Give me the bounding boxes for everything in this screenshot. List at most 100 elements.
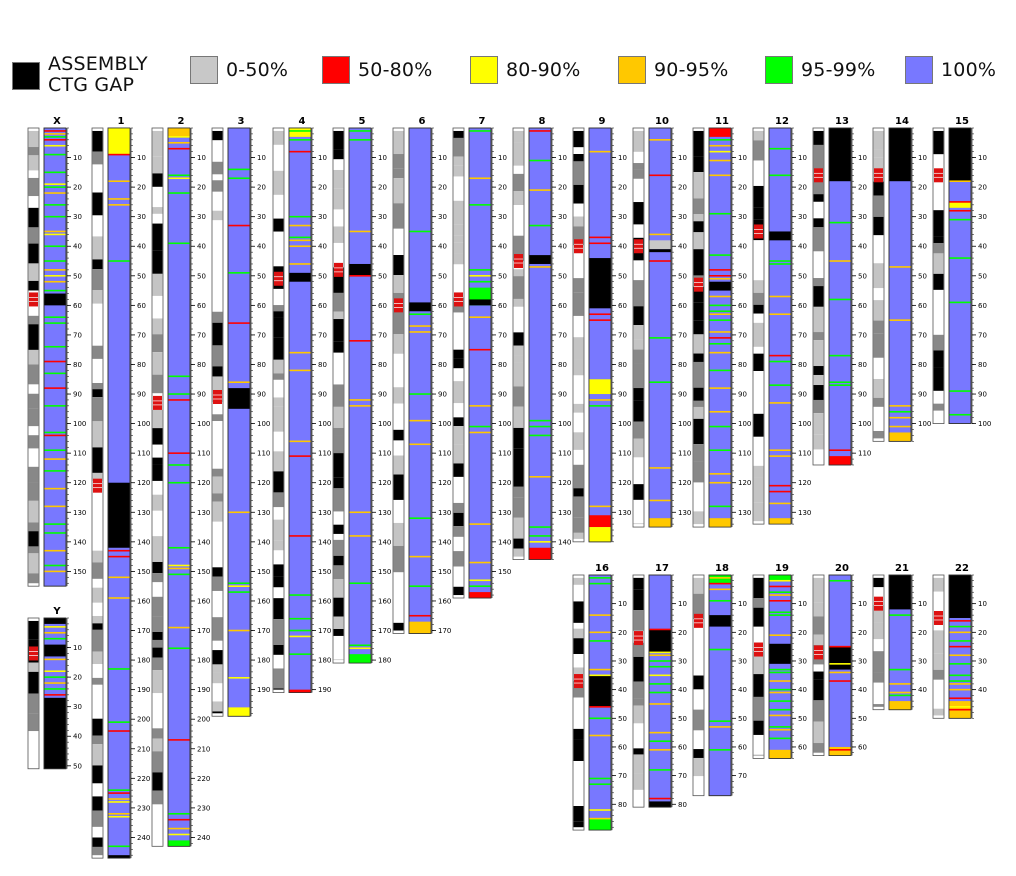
tick-label: 60	[618, 743, 627, 751]
ideogram-band	[573, 153, 584, 162]
ideogram-band	[933, 367, 944, 391]
coverage-bar	[588, 127, 612, 543]
tick-label: 50	[858, 715, 867, 723]
ideogram-band	[28, 364, 39, 385]
tick-label: 80	[798, 361, 807, 369]
ideogram-band	[28, 531, 39, 547]
coverage-event	[228, 168, 250, 171]
tick-label: 20	[858, 184, 867, 192]
coverage-event	[44, 637, 66, 640]
ideogram-band	[873, 300, 884, 321]
ideogram-band	[513, 510, 524, 518]
ideogram-band	[393, 429, 404, 441]
ideogram-band	[633, 577, 644, 590]
coverage-event	[829, 381, 851, 384]
coverage-block	[349, 654, 371, 664]
coverage-event	[889, 425, 911, 428]
ideogram-band	[212, 664, 223, 673]
coverage-block	[889, 128, 911, 182]
tick-label: 30	[978, 657, 987, 665]
ideogram-band	[513, 406, 524, 428]
tick-label: 90	[738, 391, 747, 399]
ideogram-band	[693, 400, 704, 407]
coverage-event	[168, 573, 190, 576]
coverage-event	[589, 319, 611, 321]
coverage-event	[409, 585, 431, 587]
coverage-event	[469, 280, 491, 283]
ideogram	[572, 127, 585, 543]
tick-label: 160	[197, 597, 210, 605]
coverage-event	[829, 663, 851, 665]
ideogram-band	[453, 586, 464, 596]
tick-label: 120	[378, 479, 391, 487]
coverage-bar-outline	[708, 127, 732, 528]
tick-label: 70	[137, 331, 146, 339]
ideogram-band	[393, 203, 404, 229]
centromere	[394, 298, 403, 313]
coverage-event	[349, 535, 371, 537]
coverage-event	[469, 431, 491, 434]
ideogram-band	[273, 540, 284, 551]
coverage-bar	[468, 127, 492, 599]
ideogram-band	[693, 130, 704, 157]
coverage-event	[589, 640, 611, 642]
chromosome-18: 18 10 20 30 40 50 60 70	[692, 563, 747, 797]
coverage-event	[649, 381, 671, 384]
tick-label: 120	[257, 479, 270, 487]
tick-label: 40	[978, 686, 987, 694]
ideogram-band	[753, 304, 764, 314]
coverage-event	[529, 189, 551, 191]
coverage-event	[709, 481, 731, 484]
ideogram-band	[393, 255, 404, 276]
ideogram-band	[813, 634, 824, 646]
tick-label: 10	[318, 154, 327, 162]
tick-label: 100	[438, 420, 451, 428]
ideogram-band	[273, 668, 284, 689]
tick-label: 100	[257, 420, 270, 428]
tick-label: 90	[498, 391, 507, 399]
tick-label: 20	[798, 184, 807, 192]
coverage-block	[108, 128, 130, 155]
tick-label: 80	[558, 361, 567, 369]
coverage-event	[168, 174, 190, 177]
ideogram-band	[753, 140, 764, 161]
ideogram-band	[212, 180, 223, 192]
ideogram-band	[152, 130, 163, 157]
chromosome-9: 9 10 20 30 40 50 60 70 80 90 100 110 120 130	[572, 116, 631, 543]
coverage-event	[649, 674, 671, 677]
centromere	[574, 239, 583, 254]
chromosome-11: 11 10 20 30 40 50 60 70 80 90 100 110 120 130	[692, 116, 751, 528]
coverage-event	[168, 827, 190, 830]
tick-label: 10	[378, 154, 387, 162]
ideogram	[392, 127, 405, 634]
ideogram-band	[573, 821, 584, 828]
ideogram-band	[633, 748, 644, 755]
ideogram-band	[152, 751, 163, 773]
coverage-event	[44, 136, 66, 138]
tick-label: 70	[678, 331, 687, 339]
ideogram-band	[873, 704, 884, 707]
ideogram-band	[152, 352, 163, 375]
ideogram-band	[92, 623, 103, 630]
tick-label: 70	[73, 331, 82, 339]
coverage-event	[769, 384, 791, 386]
coverage-event	[649, 467, 671, 469]
coverage-block	[589, 258, 611, 309]
tick-label: 150	[73, 568, 86, 576]
tick-label: 120	[197, 479, 210, 487]
tick-label: 110	[137, 450, 150, 458]
ideogram-band	[513, 142, 524, 166]
ideogram-band	[333, 169, 344, 189]
coverage-event	[829, 354, 851, 357]
coverage-event	[889, 614, 911, 616]
coverage-event	[409, 443, 431, 446]
coverage-bar-outline	[468, 127, 492, 599]
chromosome-22: 22 10 20 30 40	[932, 563, 987, 719]
ideogram-band	[813, 374, 824, 386]
ideogram-band	[633, 388, 644, 401]
coverage-block	[589, 515, 611, 528]
coverage-event	[108, 260, 130, 262]
tick-label: 240	[197, 834, 210, 842]
coverage-event	[108, 597, 130, 599]
coverage-block	[649, 801, 671, 808]
